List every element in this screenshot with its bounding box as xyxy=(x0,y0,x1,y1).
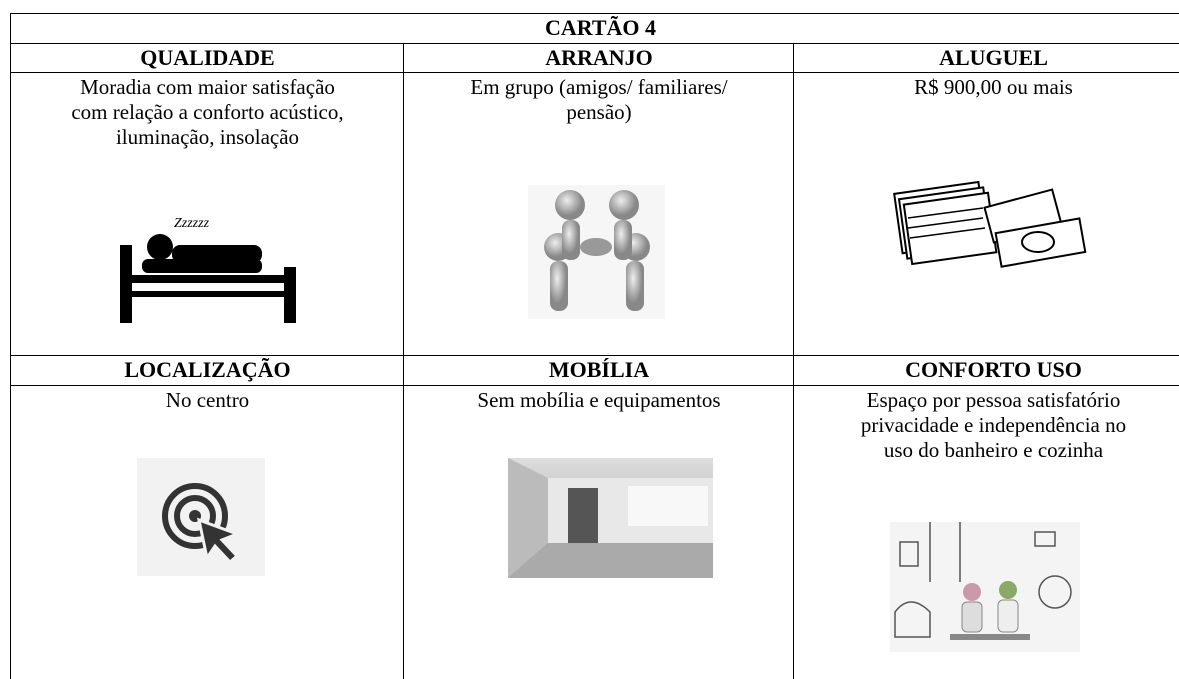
cell-text: privacidade e independência no xyxy=(860,413,1127,437)
content-cell: Espaço por pessoa satisfatório privacida… xyxy=(793,385,1179,679)
cell-text: iluminação, insolação xyxy=(115,125,300,149)
heading-cell: ALUGUEL xyxy=(793,43,1179,73)
content-cell: Sem mobília e equipamentos xyxy=(403,385,794,679)
bed-icon: Zzzzzz xyxy=(120,216,296,323)
heading: ALUGUEL xyxy=(939,45,1048,70)
title-cell: CARTÃO 4 xyxy=(10,13,1179,44)
group-image xyxy=(528,185,665,319)
sleep-caption: Zzzzzz xyxy=(174,216,210,231)
couple-image xyxy=(890,522,1080,652)
content-cell: Moradia com maior satisfação com relação… xyxy=(10,72,404,356)
cell-text: Moradia com maior satisfação xyxy=(80,75,335,99)
cell-text: Espaço por pessoa satisfatório xyxy=(866,388,1121,412)
heading: LOCALIZAÇÃO xyxy=(124,357,291,382)
cell-text: R$ 900,00 ou mais xyxy=(914,75,1073,99)
target-icon xyxy=(137,458,265,576)
heading-cell: QUALIDADE xyxy=(10,43,404,73)
money-image xyxy=(893,180,1087,268)
heading-cell: CONFORTO USO xyxy=(793,355,1179,386)
heading: QUALIDADE xyxy=(140,45,275,70)
content-cell: Em grupo (amigos/ familiares/ pensão) xyxy=(403,72,794,356)
cell-text: No centro xyxy=(165,388,250,412)
heading: ARRANJO xyxy=(545,45,653,70)
heading: MOBÍLIA xyxy=(548,357,650,382)
cell-text: com relação a conforto acústico, xyxy=(71,100,344,124)
cell-text: Em grupo (amigos/ familiares/ xyxy=(470,75,728,99)
heading-cell: LOCALIZAÇÃO xyxy=(10,355,404,386)
cell-text: uso do banheiro e cozinha xyxy=(883,438,1104,462)
card-title: CARTÃO 4 xyxy=(544,15,657,40)
content-cell: R$ 900,00 ou mais xyxy=(793,72,1179,356)
content-cell: No centro xyxy=(10,385,404,679)
cell-text: Sem mobília e equipamentos xyxy=(477,388,721,412)
room-image xyxy=(508,458,713,578)
heading-cell: MOBÍLIA xyxy=(403,355,794,386)
heading-cell: ARRANJO xyxy=(403,43,794,73)
heading: CONFORTO USO xyxy=(905,357,1082,382)
cell-text: pensão) xyxy=(566,100,632,124)
